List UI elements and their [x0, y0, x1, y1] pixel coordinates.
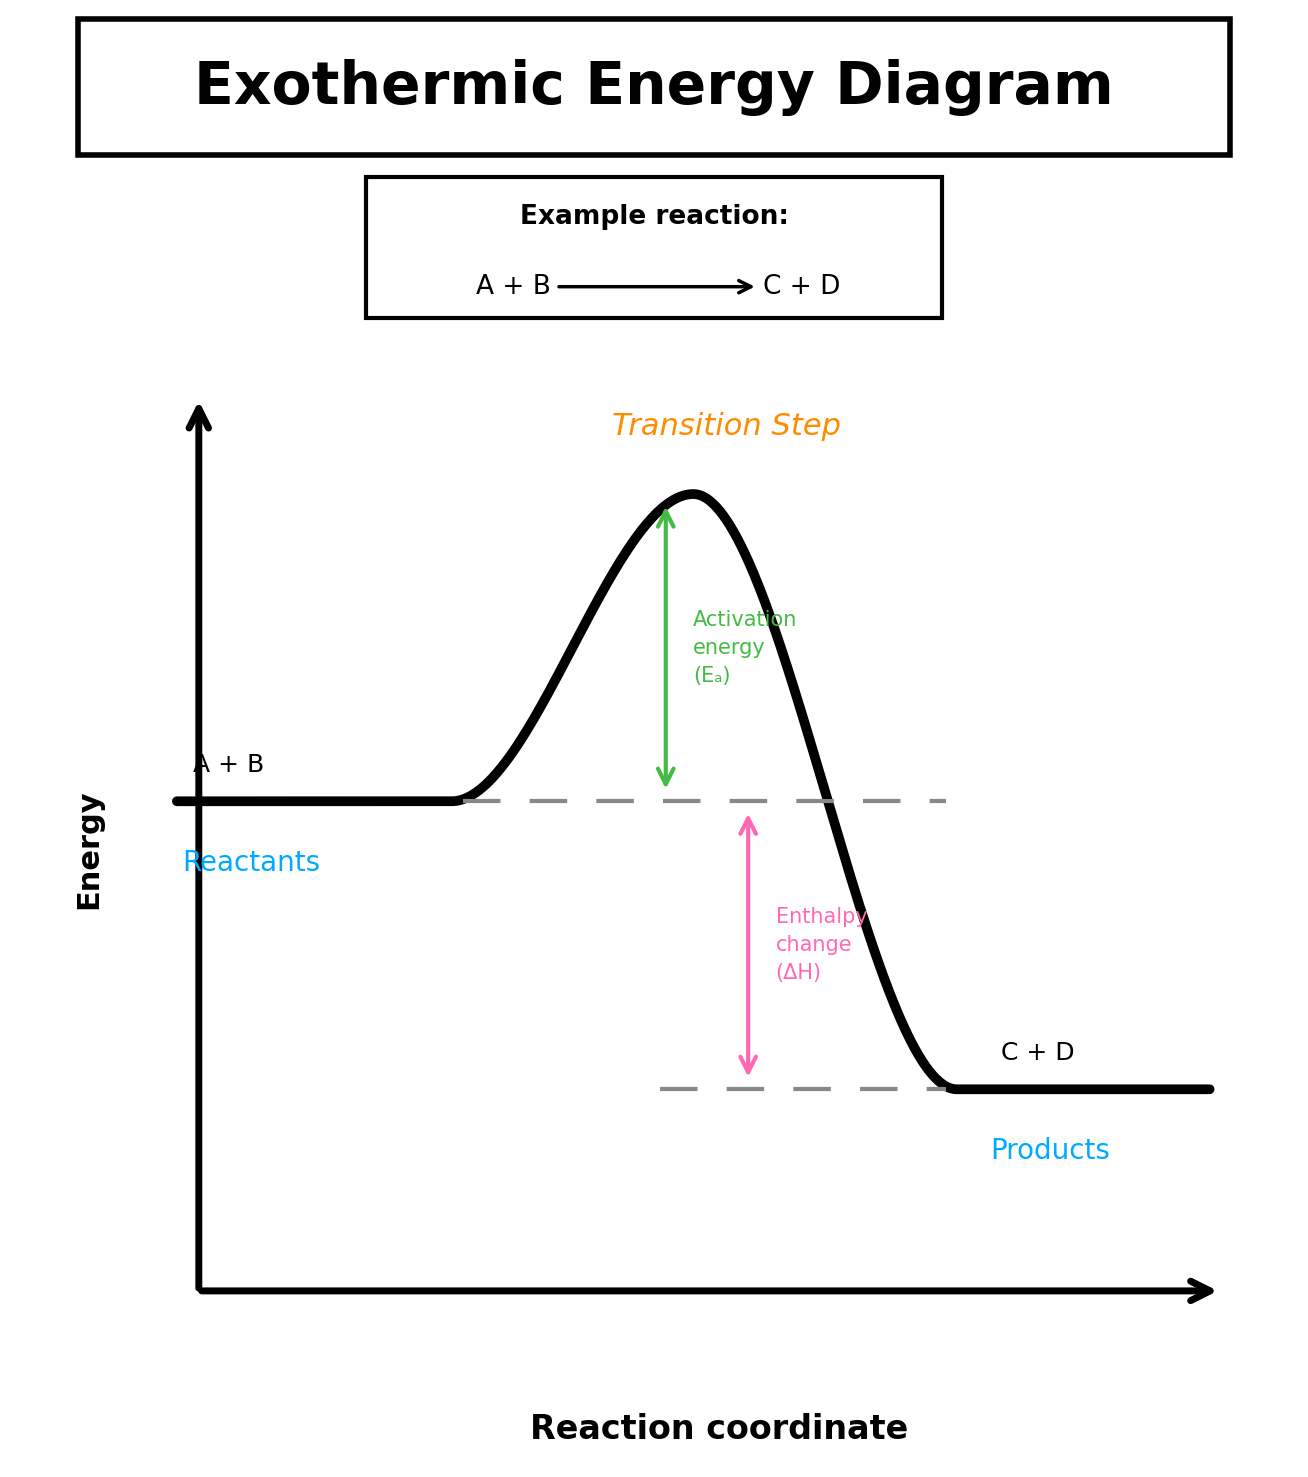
- Text: Enthalpy
change
(ΔH): Enthalpy change (ΔH): [776, 907, 867, 984]
- Text: Products: Products: [990, 1137, 1109, 1165]
- Text: Example reaction:: Example reaction:: [519, 204, 789, 229]
- Text: C + D: C + D: [764, 273, 841, 300]
- Text: C + D: C + D: [1001, 1041, 1074, 1065]
- Text: Energy: Energy: [75, 790, 103, 908]
- Text: Activation
energy
(Eₐ): Activation energy (Eₐ): [693, 610, 798, 685]
- FancyBboxPatch shape: [366, 177, 942, 318]
- Text: A + B: A + B: [476, 273, 551, 300]
- Text: Exothermic Energy Diagram: Exothermic Energy Diagram: [194, 59, 1114, 115]
- Text: Transition Step: Transition Step: [612, 412, 841, 442]
- Text: Reaction coordinate: Reaction coordinate: [530, 1413, 909, 1446]
- FancyBboxPatch shape: [78, 19, 1230, 155]
- Text: A + B: A + B: [194, 753, 264, 777]
- Text: Reactants: Reactants: [182, 849, 320, 877]
